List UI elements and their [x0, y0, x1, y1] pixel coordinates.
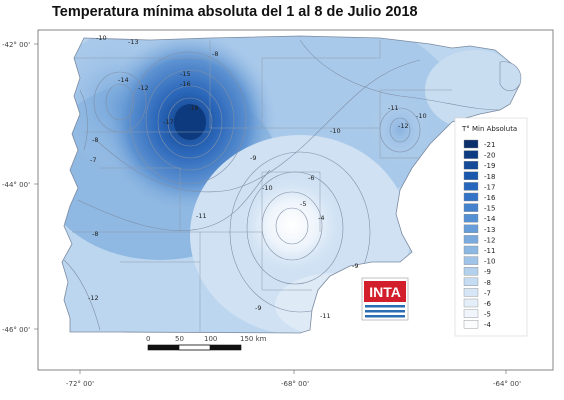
legend-label: -16: [484, 194, 496, 202]
legend-label: -21: [484, 141, 495, 149]
legend-label: -11: [484, 247, 495, 255]
contour-label: -8: [212, 50, 218, 58]
legend-label: -13: [484, 226, 495, 234]
contour-label: -5: [300, 200, 306, 208]
contour-label: -14: [118, 76, 129, 84]
legend-label: -18: [484, 173, 495, 181]
scale-bar: [147, 344, 242, 351]
contour-label: -12: [398, 122, 409, 130]
lon-label-68: -68° 00': [281, 380, 309, 388]
contour-label: -10: [416, 112, 427, 120]
legend-swatch: [463, 160, 479, 170]
contour-label: -10: [330, 127, 341, 135]
legend-label: -10: [484, 258, 495, 266]
inta-logo-text: INTA: [369, 284, 401, 300]
lat-label-46: -46° 00': [2, 326, 30, 334]
contour-label: -16: [180, 80, 191, 88]
legend-label: -19: [484, 162, 495, 170]
legend-swatch: [463, 139, 479, 149]
legend-label: -8: [484, 279, 491, 287]
contour-label: -10: [262, 184, 273, 192]
legend-label: -7: [484, 289, 491, 297]
legend-swatch: [463, 182, 479, 191]
legend-swatch: [463, 192, 479, 202]
legend-label: -17: [484, 183, 495, 191]
scale-tick-150: 150 km: [240, 335, 267, 343]
scale-tick-0: 0: [146, 335, 150, 343]
contour-label: -15: [180, 70, 191, 78]
contour-label: -11: [388, 104, 399, 112]
legend-swatch: [463, 277, 479, 286]
contour-label: -4: [318, 214, 324, 222]
contour-label: -10: [96, 34, 107, 42]
island: [499, 61, 522, 92]
inta-logo: [361, 277, 409, 321]
legend-label: -5: [484, 311, 491, 319]
lon-label-72: -72° 00': [66, 380, 94, 388]
coastline: [61, 35, 521, 334]
legend-swatch: [463, 298, 479, 308]
legend-swatch: [463, 256, 479, 265]
legend-swatch: [463, 235, 479, 244]
lon-label-64: -64° 00': [493, 380, 521, 388]
contour-label-layer: -10 -13 -15 -16 -17 -18 -14 -12 -9 -8 -7 -11 -6 -5 -4 -…: [88, 34, 427, 320]
contour-label: -11: [320, 312, 331, 320]
legend-swatch: [463, 224, 479, 234]
legend-swatch: [463, 203, 479, 212]
contour-label: -9: [255, 304, 261, 312]
contour-label: -12: [88, 294, 99, 302]
contour-label: -8: [92, 136, 98, 144]
legend-label: -20: [484, 152, 495, 160]
contour-label: -13: [128, 38, 139, 46]
contour-label: -9: [250, 154, 256, 162]
contour-lines: [63, 39, 501, 331]
legend-label: -14: [484, 215, 496, 223]
legend-swatch: [463, 267, 479, 276]
legend-swatches: -21 -20 -19 -18 -17 -16 -15 -14 -13 -12 -11 -10 -9 -8…: [463, 139, 496, 329]
legend-swatch: [463, 309, 479, 318]
scale-tick-100: 100: [204, 335, 217, 343]
lat-label-44: -44° 00': [2, 181, 30, 189]
legend-swatch: [463, 288, 479, 297]
contour-label: -7: [90, 156, 96, 164]
legend-swatch: [463, 150, 479, 159]
contour-label: -17: [163, 118, 174, 126]
legend-title: T° Min Absoluta: [461, 125, 517, 133]
legend-label: -6: [484, 300, 492, 308]
legend-label: -4: [484, 321, 492, 329]
contour-label: -8: [92, 230, 98, 238]
longitude-ticks: [79, 370, 507, 374]
contour-label: -9: [352, 262, 358, 270]
legend-swatch: [463, 245, 479, 255]
contour-label: -11: [196, 212, 207, 220]
legend-swatch: [463, 213, 479, 223]
legend-label: -9: [484, 268, 491, 276]
scale-tick-50: 50: [175, 335, 184, 343]
map-title: Temperatura mínima absoluta del 1 al 8 d…: [52, 4, 418, 20]
legend-swatch: [463, 171, 479, 181]
legend-label: -12: [484, 236, 495, 244]
contour-label: -6: [308, 174, 314, 182]
latitude-labels: [34, 43, 38, 330]
contour-label: -18: [188, 104, 199, 112]
contour-label: -12: [138, 84, 149, 92]
legend-label: -15: [484, 205, 495, 213]
legend-swatch: [463, 320, 479, 329]
lat-label-42: -42° 00': [2, 41, 30, 49]
